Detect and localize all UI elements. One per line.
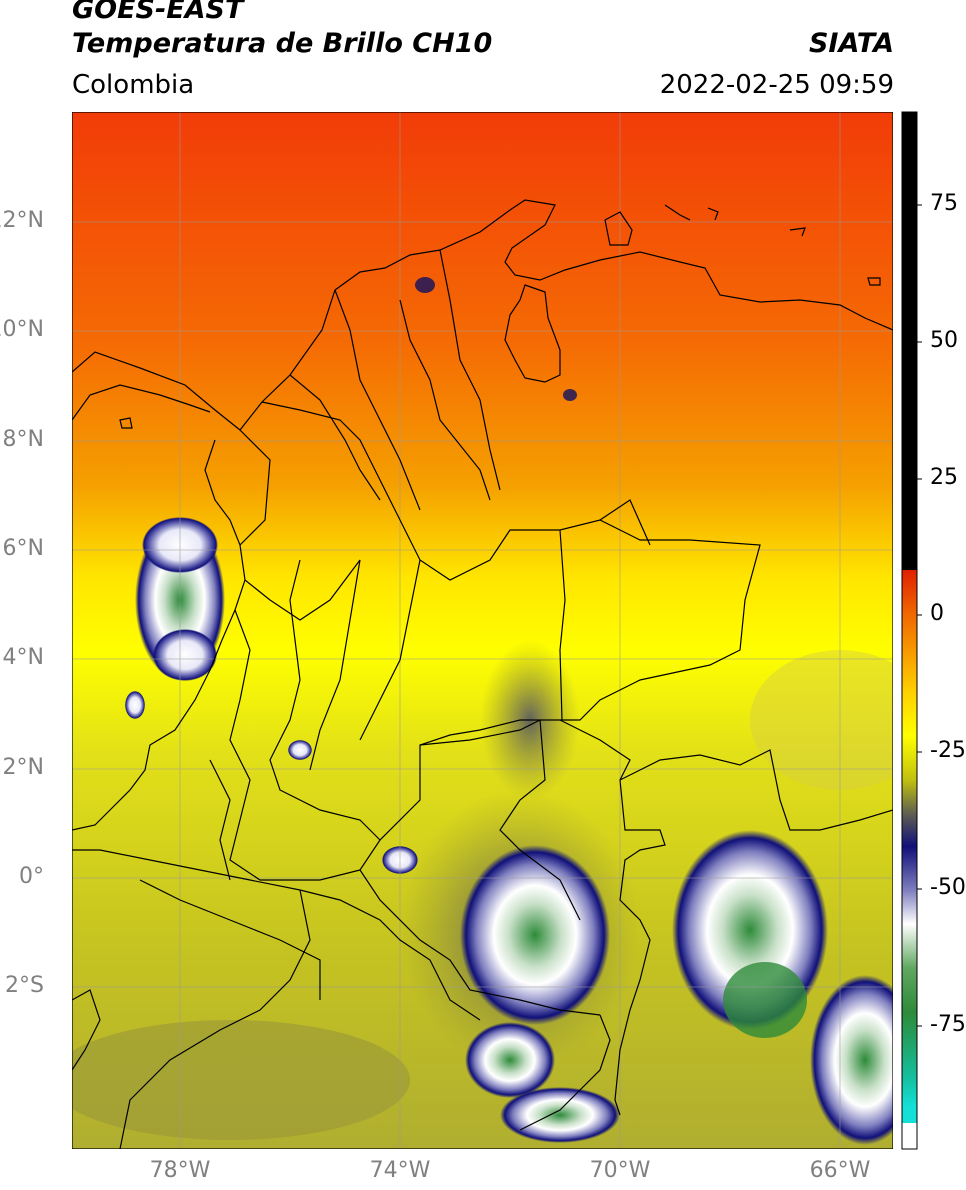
lon-tick-label: 70°W xyxy=(589,1158,651,1183)
colorbar-tick-label: 50 xyxy=(930,328,958,353)
colorbar-gradient xyxy=(902,570,917,1123)
storm-cell xyxy=(723,962,807,1038)
storm-cell xyxy=(465,1022,555,1098)
colorbar-tick-label: -75 xyxy=(930,1012,966,1037)
colorbar-black-segment xyxy=(902,112,917,570)
lat-tick-label: 8°N xyxy=(2,427,44,452)
boundaries xyxy=(72,199,893,1149)
product-title: Temperatura de Brillo CH10 xyxy=(72,28,493,59)
lat-tick-label: 6°N xyxy=(2,536,44,561)
lat-tick-label: 0° xyxy=(19,864,44,889)
colorbar-tick-label: 75 xyxy=(930,191,958,216)
organization-label: SIATA xyxy=(808,28,894,59)
lat-tick-label: 12°N xyxy=(0,208,44,233)
colorbar-tick-label: -50 xyxy=(930,875,966,900)
lat-tick-label: 2°S xyxy=(5,973,44,998)
storm-cell xyxy=(153,629,217,681)
storm-cell xyxy=(288,740,312,760)
colorbar-white-segment xyxy=(902,1123,917,1149)
storm-cell xyxy=(500,1087,620,1143)
storm-cell xyxy=(125,691,145,719)
lat-tick-label: 2°N xyxy=(2,755,44,780)
lon-tick-label: 66°W xyxy=(809,1158,871,1183)
colorbar xyxy=(901,111,922,1150)
lat-tick-label: 4°N xyxy=(2,645,44,670)
colorbar-tick-label: 0 xyxy=(930,601,944,626)
colorbar-tick-label: -25 xyxy=(930,738,966,763)
region-label: Colombia xyxy=(72,70,195,100)
colorbar-tick-label: 25 xyxy=(930,465,958,490)
brightness-temperature-field xyxy=(72,112,893,1149)
storm-cell xyxy=(460,845,610,1025)
lat-tick-label: 10°N xyxy=(0,317,44,342)
lon-tick-label: 78°W xyxy=(149,1158,211,1183)
gridlines xyxy=(72,112,893,1149)
storm-cell xyxy=(810,975,893,1145)
lon-tick-label: 74°W xyxy=(369,1158,431,1183)
timestamp-label: 2022-02-25 09:59 xyxy=(659,70,894,100)
satellite-title: GOES-EAST xyxy=(72,0,244,25)
